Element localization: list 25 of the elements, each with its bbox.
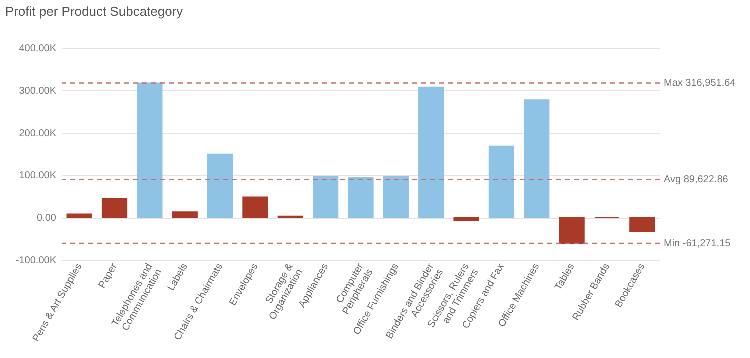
y-tick-label: 300.00K <box>19 86 57 97</box>
y-tick-label: 200.00K <box>19 128 57 140</box>
ref-line-label: Avg 89,622.86 <box>664 174 729 186</box>
bar <box>418 86 444 218</box>
bar <box>383 176 409 218</box>
y-tick-label: 100.00K <box>19 170 57 182</box>
y-tick-label: 400.00K <box>19 44 57 54</box>
chart-title: Profit per Product Subcategory <box>5 4 184 19</box>
bar <box>630 217 656 232</box>
bar <box>137 82 163 218</box>
bar <box>454 217 480 222</box>
bar <box>207 154 234 218</box>
y-tick-label: 0.00 <box>37 213 57 224</box>
bar <box>488 146 515 218</box>
ref-line-label: Min -61,271.15 <box>664 238 732 250</box>
bar <box>559 217 585 244</box>
bar <box>348 177 374 218</box>
bar <box>102 198 128 218</box>
bar <box>524 100 550 218</box>
ref-line-label: Max 316,951.64 <box>664 78 736 90</box>
bar <box>172 212 198 218</box>
bar <box>313 176 339 218</box>
y-tick-label: -100.00K <box>16 256 57 266</box>
bar <box>66 214 92 218</box>
bar <box>242 196 268 218</box>
